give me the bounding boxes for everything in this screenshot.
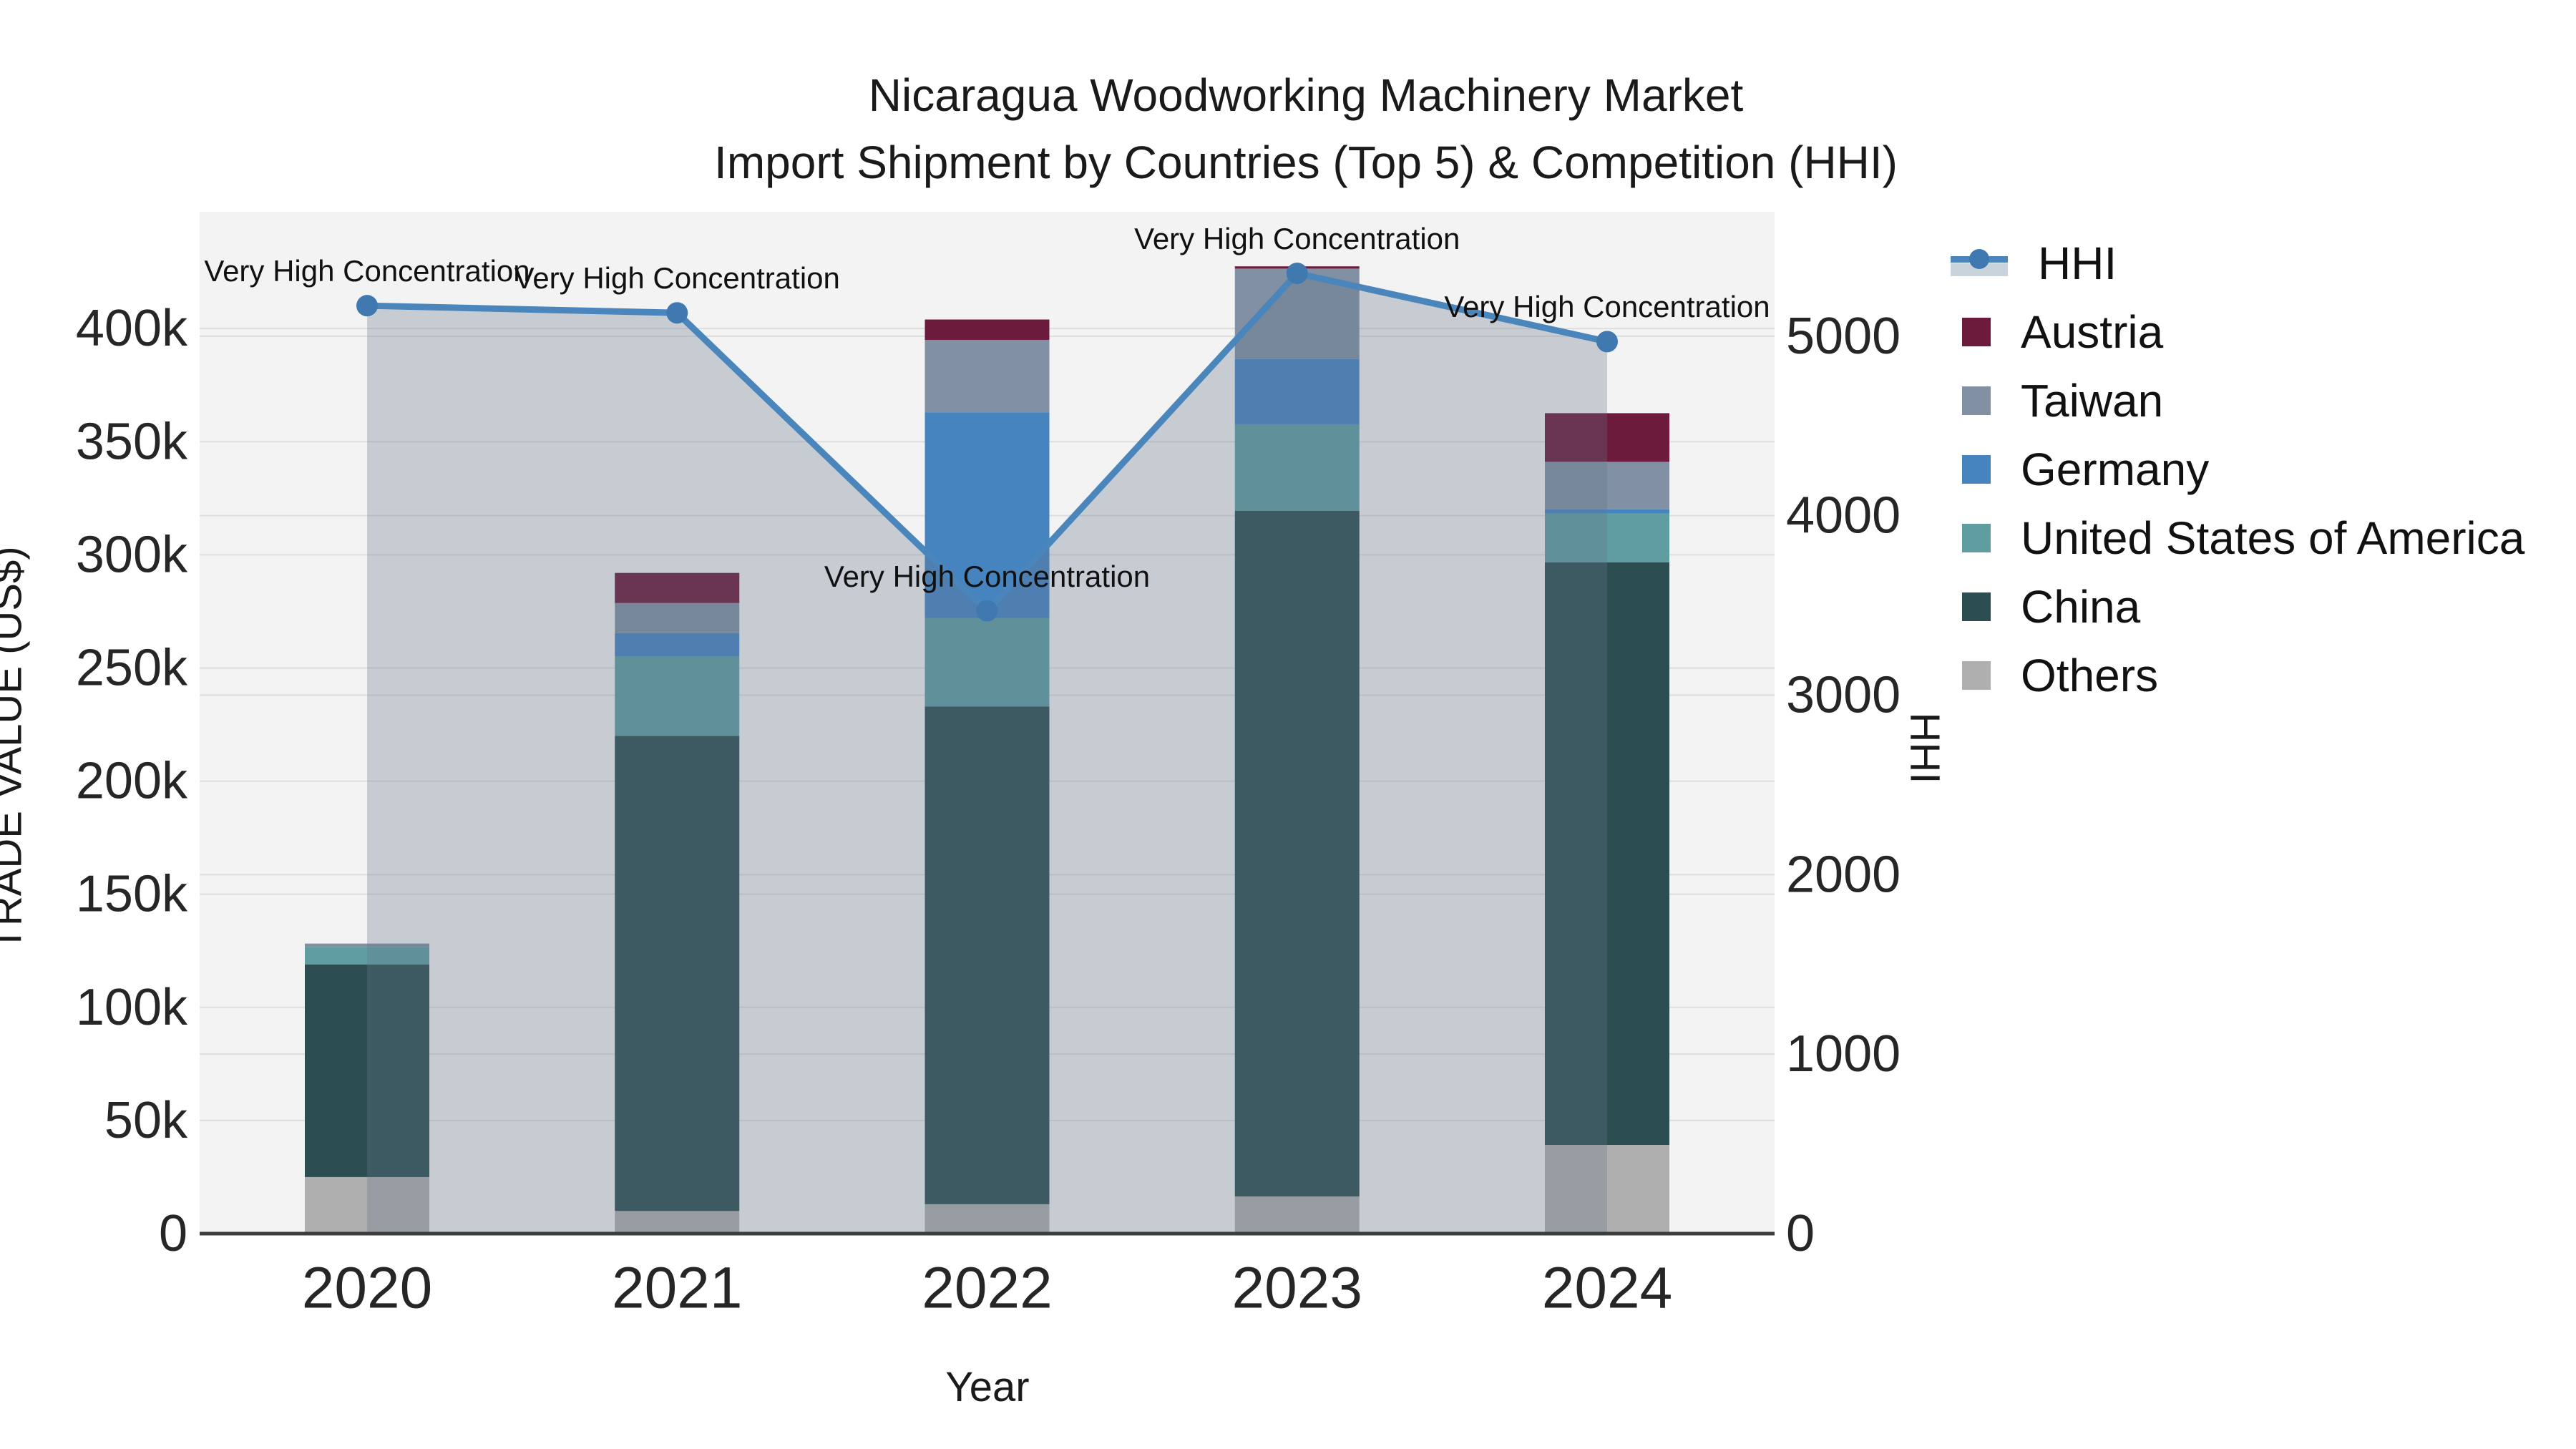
bar-segment-others-2021 xyxy=(615,1211,740,1234)
legend-item-germany: Germany xyxy=(1951,435,2209,504)
bar-segment-austria-2022 xyxy=(924,319,1050,340)
annotation-2021: Very High Concentration xyxy=(514,261,840,296)
hhi-line-swatch xyxy=(1951,248,2008,279)
y-right-tick-5000: 5000 xyxy=(1786,308,1901,365)
legend-label: Austria xyxy=(2021,306,2164,358)
annotation-2023: Very High Concentration xyxy=(1134,222,1460,256)
hhi-area-swatch xyxy=(1951,263,2008,276)
legend-swatch xyxy=(1962,386,1991,415)
hhi-marker-2022 xyxy=(976,600,998,622)
x-tick-2024: 2024 xyxy=(1542,1256,1672,1321)
legend-item-taiwan: Taiwan xyxy=(1951,366,2163,435)
legend-item-others: Others xyxy=(1951,641,2158,710)
bar-segment-germany-2021 xyxy=(615,633,740,657)
y-right-tick-1000: 1000 xyxy=(1786,1025,1901,1083)
hhi-marker-2021 xyxy=(666,302,688,324)
legend-item-austria: Austria xyxy=(1951,298,2163,366)
bar-segment-china-2020 xyxy=(305,964,429,1177)
bar-segment-germany-2022 xyxy=(924,412,1050,618)
bar-segment-austria-2024 xyxy=(1545,413,1669,462)
legend-item-united-states-of-america: United States of America xyxy=(1951,504,2524,572)
y-left-tick-400k: 400k xyxy=(76,300,188,357)
hhi-area-fill xyxy=(367,273,1607,1234)
y-right-tick-2000: 2000 xyxy=(1786,846,1901,903)
legend-item-hhi: HHI xyxy=(1951,229,2117,298)
x-tick-2023: 2023 xyxy=(1232,1256,1362,1321)
legend-swatch xyxy=(1962,524,1991,552)
annotation-2024: Very High Concentration xyxy=(1444,290,1770,324)
y-left-tick-350k: 350k xyxy=(76,413,188,470)
bar-segment-united-states-of-america-2023 xyxy=(1234,424,1360,512)
y-left-tick-0: 0 xyxy=(159,1205,187,1262)
x-tick-2022: 2022 xyxy=(922,1256,1052,1321)
y-right-tick-0: 0 xyxy=(1786,1205,1815,1262)
legend-label: Taiwan xyxy=(2021,375,2164,426)
chart-title-line2: Import Shipment by Countries (Top 5) & C… xyxy=(714,137,1898,188)
hhi-marker-glyph xyxy=(1969,249,1989,269)
annotation-2020: Very High Concentration xyxy=(204,254,530,288)
bar-segment-others-2023 xyxy=(1234,1196,1360,1234)
bar-segment-taiwan-2024 xyxy=(1545,462,1669,509)
legend-label: Germany xyxy=(2021,444,2210,495)
bar-segment-germany-2023 xyxy=(1234,358,1360,424)
bar-segment-others-2020 xyxy=(305,1176,429,1234)
y-left-tick-150k: 150k xyxy=(76,866,188,923)
bar-segment-china-2024 xyxy=(1545,562,1669,1146)
legend-swatch xyxy=(1962,318,1991,346)
annotation-2022: Very High Concentration xyxy=(824,559,1151,593)
y-left-tick-300k: 300k xyxy=(76,526,188,583)
y-axis-title-left: TRADE VALUE (US$) xyxy=(0,546,31,952)
legend-label: United States of America xyxy=(2021,512,2525,564)
hhi-marker-2023 xyxy=(1286,263,1308,285)
y-left-tick-50k: 50k xyxy=(104,1092,188,1149)
bar-segment-united-states-of-america-2022 xyxy=(924,618,1050,707)
legend-label: Others xyxy=(2021,650,2159,701)
legend-label: China xyxy=(2021,581,2141,633)
bar-segment-united-states-of-america-2020 xyxy=(305,947,429,965)
bar-segment-china-2023 xyxy=(1234,511,1360,1197)
bar-segment-taiwan-2021 xyxy=(615,602,740,633)
chart-title-line1: Nicaragua Woodworking Machinery Market xyxy=(868,69,1744,121)
y-left-tick-200k: 200k xyxy=(76,753,188,810)
legend-item-china: China xyxy=(1951,572,2140,641)
bar-segment-austria-2021 xyxy=(615,572,740,603)
bar-segment-taiwan-2020 xyxy=(305,943,429,947)
x-axis-title: Year xyxy=(945,1364,1030,1410)
bar-segment-germany-2024 xyxy=(1545,509,1669,514)
bar-segment-others-2024 xyxy=(1545,1145,1669,1234)
bar-segment-china-2021 xyxy=(615,736,740,1211)
legend-label: HHI xyxy=(2038,238,2117,289)
y-axis-title-right: HHI xyxy=(1901,712,1948,784)
y-right-tick-4000: 4000 xyxy=(1786,487,1901,545)
hhi-marker-2024 xyxy=(1596,331,1618,353)
bar-segment-united-states-of-america-2024 xyxy=(1545,513,1669,562)
y-left-tick-100k: 100k xyxy=(76,979,188,1036)
bar-segment-others-2022 xyxy=(924,1204,1050,1234)
bar-segment-taiwan-2022 xyxy=(924,339,1050,413)
bar-segment-china-2022 xyxy=(924,706,1050,1204)
y-left-tick-250k: 250k xyxy=(76,639,188,696)
x-tick-2020: 2020 xyxy=(302,1256,432,1321)
x-tick-2021: 2021 xyxy=(612,1256,742,1321)
hhi-marker-2020 xyxy=(356,295,378,317)
bar-segment-united-states-of-america-2021 xyxy=(615,656,740,736)
legend-swatch xyxy=(1962,592,1991,621)
legend-swatch xyxy=(1962,455,1991,484)
y-right-tick-3000: 3000 xyxy=(1786,666,1901,723)
legend-swatch xyxy=(1962,661,1991,690)
